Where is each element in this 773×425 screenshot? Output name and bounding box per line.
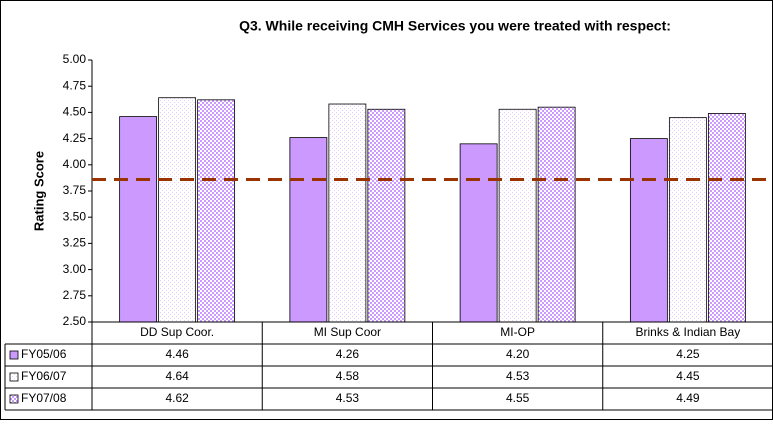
bar [668, 117, 707, 323]
bar [328, 103, 367, 323]
table-value: 4.45 [676, 369, 700, 383]
y-tick-label: 4.00 [63, 157, 87, 171]
legend-label: FY05/06 [21, 347, 67, 361]
bar [367, 108, 406, 323]
legend-key [9, 372, 19, 382]
table-value: 4.53 [336, 391, 360, 405]
bar [158, 97, 197, 323]
y-tick-label: 3.75 [63, 183, 87, 197]
table-value: 4.62 [165, 391, 189, 405]
bar [629, 138, 668, 323]
y-tick-label: 2.75 [63, 288, 87, 302]
bar [537, 106, 576, 323]
chart-title: Q3. While receiving CMH Services you wer… [239, 18, 671, 34]
bar [289, 137, 328, 323]
y-tick-label: 2.50 [63, 314, 87, 328]
y-tick-label: 4.25 [63, 131, 87, 145]
y-tick-label: 4.75 [63, 78, 87, 92]
y-axis-label: Rating Score [31, 151, 46, 231]
table-value: 4.49 [676, 391, 700, 405]
x-tick-label: DD Sup Coor. [140, 325, 214, 339]
bar [119, 116, 158, 323]
y-tick-label: 4.50 [63, 105, 87, 119]
x-tick-label: MI-OP [500, 325, 535, 339]
y-tick-label: 3.00 [63, 262, 87, 276]
table-value: 4.64 [165, 369, 189, 383]
table-value: 4.26 [336, 347, 360, 361]
table-value: 4.20 [506, 347, 530, 361]
legend-label: FY06/07 [21, 369, 67, 383]
bar [498, 108, 537, 323]
table-value: 4.25 [676, 347, 700, 361]
table-value: 4.46 [165, 347, 189, 361]
table-value: 4.55 [506, 391, 530, 405]
y-tick-label: 5.00 [63, 52, 87, 66]
y-tick-label: 3.50 [63, 209, 87, 223]
table-value: 4.53 [506, 369, 530, 383]
legend-key [9, 350, 19, 360]
bar [707, 113, 746, 323]
bar [197, 99, 236, 323]
legend-label: FY07/08 [21, 391, 67, 405]
bar [459, 143, 498, 323]
legend-key [9, 394, 19, 404]
y-tick-label: 3.25 [63, 236, 87, 250]
table-value: 4.58 [336, 369, 360, 383]
x-tick-label: Brinks & Indian Bay [636, 325, 741, 339]
x-tick-label: MI Sup Coor [314, 325, 381, 339]
